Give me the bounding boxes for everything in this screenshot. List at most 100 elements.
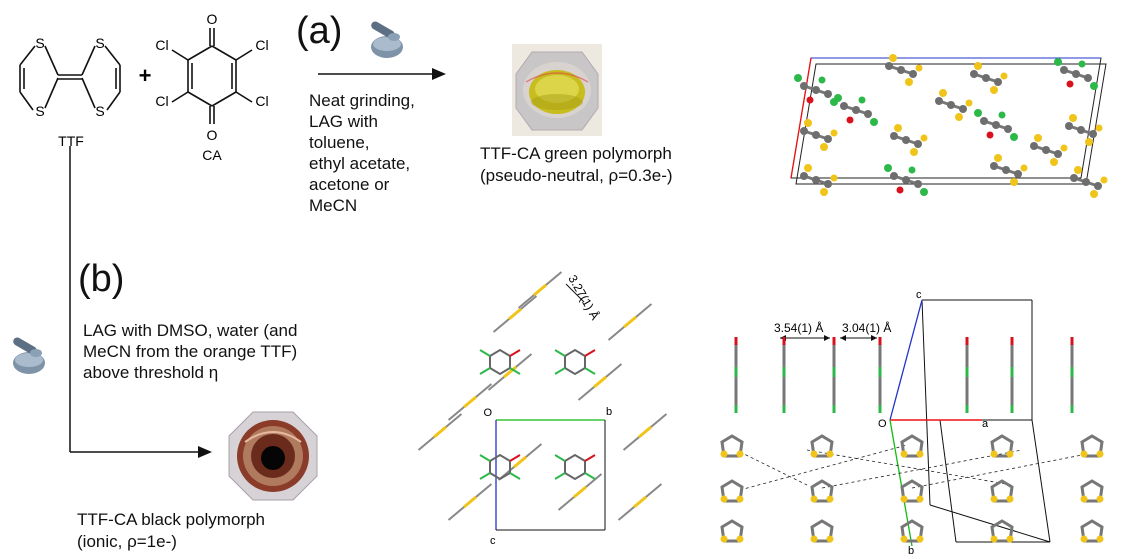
ttf-ring <box>990 519 1014 543</box>
ttf-molecules <box>794 54 1108 198</box>
axis-b-label: b <box>606 406 612 418</box>
condition-line: above threshold η <box>83 363 219 382</box>
stack-rod <box>447 483 493 521</box>
ttf-s3: S <box>95 35 104 51</box>
stack-rod <box>577 363 623 401</box>
ca-o-top: O <box>207 11 218 27</box>
distance-label-1: 3.54(1) Å <box>774 320 823 335</box>
molecule <box>890 124 928 156</box>
ca-cl-1: Cl <box>155 37 168 53</box>
ca-structure <box>171 28 253 124</box>
green-polymorph-title: TTF-CA green polymorph <box>480 144 672 163</box>
stack-rod <box>417 413 463 451</box>
molecule <box>885 54 923 86</box>
ttf-ring <box>720 434 744 458</box>
path-a-arrow <box>318 68 446 80</box>
ca-o-bottom: O <box>207 127 218 143</box>
ttf-s2: S <box>35 103 44 119</box>
condition-line: MeCN <box>309 196 358 215</box>
molecule <box>800 119 838 151</box>
stack-rod <box>447 383 493 421</box>
molecule <box>1030 134 1068 166</box>
ttf-ring <box>720 479 744 503</box>
condition-line: LAG with DMSO, water (and <box>83 321 298 340</box>
ttf-s1: S <box>35 35 44 51</box>
ttf-ring <box>990 434 1014 458</box>
mortar-pestle-icon <box>371 21 403 58</box>
path-b-arrow <box>69 146 212 458</box>
molecule <box>1070 166 1108 198</box>
ca-cl-2: Cl <box>255 37 268 53</box>
ttf-ring <box>810 434 834 458</box>
green-polymorph-photo <box>512 44 602 136</box>
stack-rod <box>487 353 533 391</box>
condition-line: MeCN from the orange TTF) <box>83 342 298 361</box>
ttf-ring <box>900 434 924 458</box>
ca-molecule <box>554 348 596 376</box>
ttf-ring <box>900 519 924 543</box>
ttf-ring <box>1080 434 1104 458</box>
ttf-structure <box>19 45 121 111</box>
distance-label-2: 3.04(1) Å <box>842 320 891 335</box>
axis-b-label: b <box>908 545 914 555</box>
ca-cl-3: Cl <box>155 93 168 109</box>
stack-rod <box>607 303 653 341</box>
mortar-pestle-icon <box>13 337 45 374</box>
stacking-distance-label: 3.27(1) Å <box>565 272 603 322</box>
stack-rod <box>617 483 663 521</box>
molecular-stacks <box>720 337 1104 543</box>
condition-line: ethyl acetate, <box>309 154 411 173</box>
ttf-ring <box>990 479 1014 503</box>
axis-origin-label: O <box>878 418 887 430</box>
axis-origin-label: O <box>483 407 492 419</box>
green-polymorph-subtitle: (pseudo-neutral, ρ=0.3e-) <box>480 166 673 185</box>
molecule <box>800 164 838 196</box>
black-polymorph-packing-view2: c O a b 3.54(1) Å 3.04(1) Å <box>720 290 1104 555</box>
path-a-conditions: Neat grinding, LAG with toluene, ethyl a… <box>309 90 415 216</box>
molecule <box>970 62 1008 94</box>
black-polymorph-packing-view1: O b c 3.27(1) Å <box>417 271 668 547</box>
axis-c-label: c <box>916 290 922 301</box>
ttf-ring <box>720 519 744 543</box>
ca-molecule <box>479 453 521 481</box>
stack-rod <box>557 473 603 511</box>
condition-line: acetone or <box>309 175 390 194</box>
ttf-ring <box>1080 479 1104 503</box>
ca-molecule <box>479 348 521 376</box>
ca-label: CA <box>202 147 222 163</box>
stack-rod <box>622 413 668 451</box>
ttf-s4: S <box>95 103 104 119</box>
condition-line: LAG with <box>309 112 378 131</box>
black-polymorph-title: TTF-CA black polymorph <box>77 510 265 529</box>
ttf-ring <box>810 479 834 503</box>
ttf-ring <box>1080 519 1104 543</box>
axis-a-label: a <box>982 418 989 430</box>
molecule <box>794 74 838 106</box>
black-polymorph-photo <box>228 411 318 501</box>
path-b-conditions: LAG with DMSO, water (and MeCN from the … <box>83 320 297 383</box>
ttf-ring <box>810 519 834 543</box>
black-polymorph-subtitle: (ionic, ρ=1e-) <box>77 532 177 551</box>
ttf-label: TTF <box>58 133 84 149</box>
ca-molecule <box>554 453 596 481</box>
reactant-structures: S S S S TTF + O O Cl Cl Cl <box>19 11 269 163</box>
molecule <box>884 164 928 196</box>
green-polymorph-packing <box>790 54 1108 198</box>
path-a-label: (a) <box>296 10 343 52</box>
condition-line: Neat grinding, <box>309 91 415 110</box>
axis-c-label: c <box>490 535 496 547</box>
molecule <box>834 94 878 126</box>
molecule <box>935 89 973 121</box>
molecule <box>990 154 1028 186</box>
path-b-label: (b) <box>78 258 125 300</box>
molecule <box>974 109 1018 141</box>
ttf-ring <box>900 479 924 503</box>
molecular-stacks <box>417 271 668 521</box>
stack-rod <box>517 271 563 309</box>
molecule <box>1065 114 1103 146</box>
molecule <box>1054 58 1098 90</box>
stack-rod <box>497 443 543 481</box>
plus-sign: + <box>139 63 152 88</box>
condition-line: toluene, <box>309 133 370 152</box>
